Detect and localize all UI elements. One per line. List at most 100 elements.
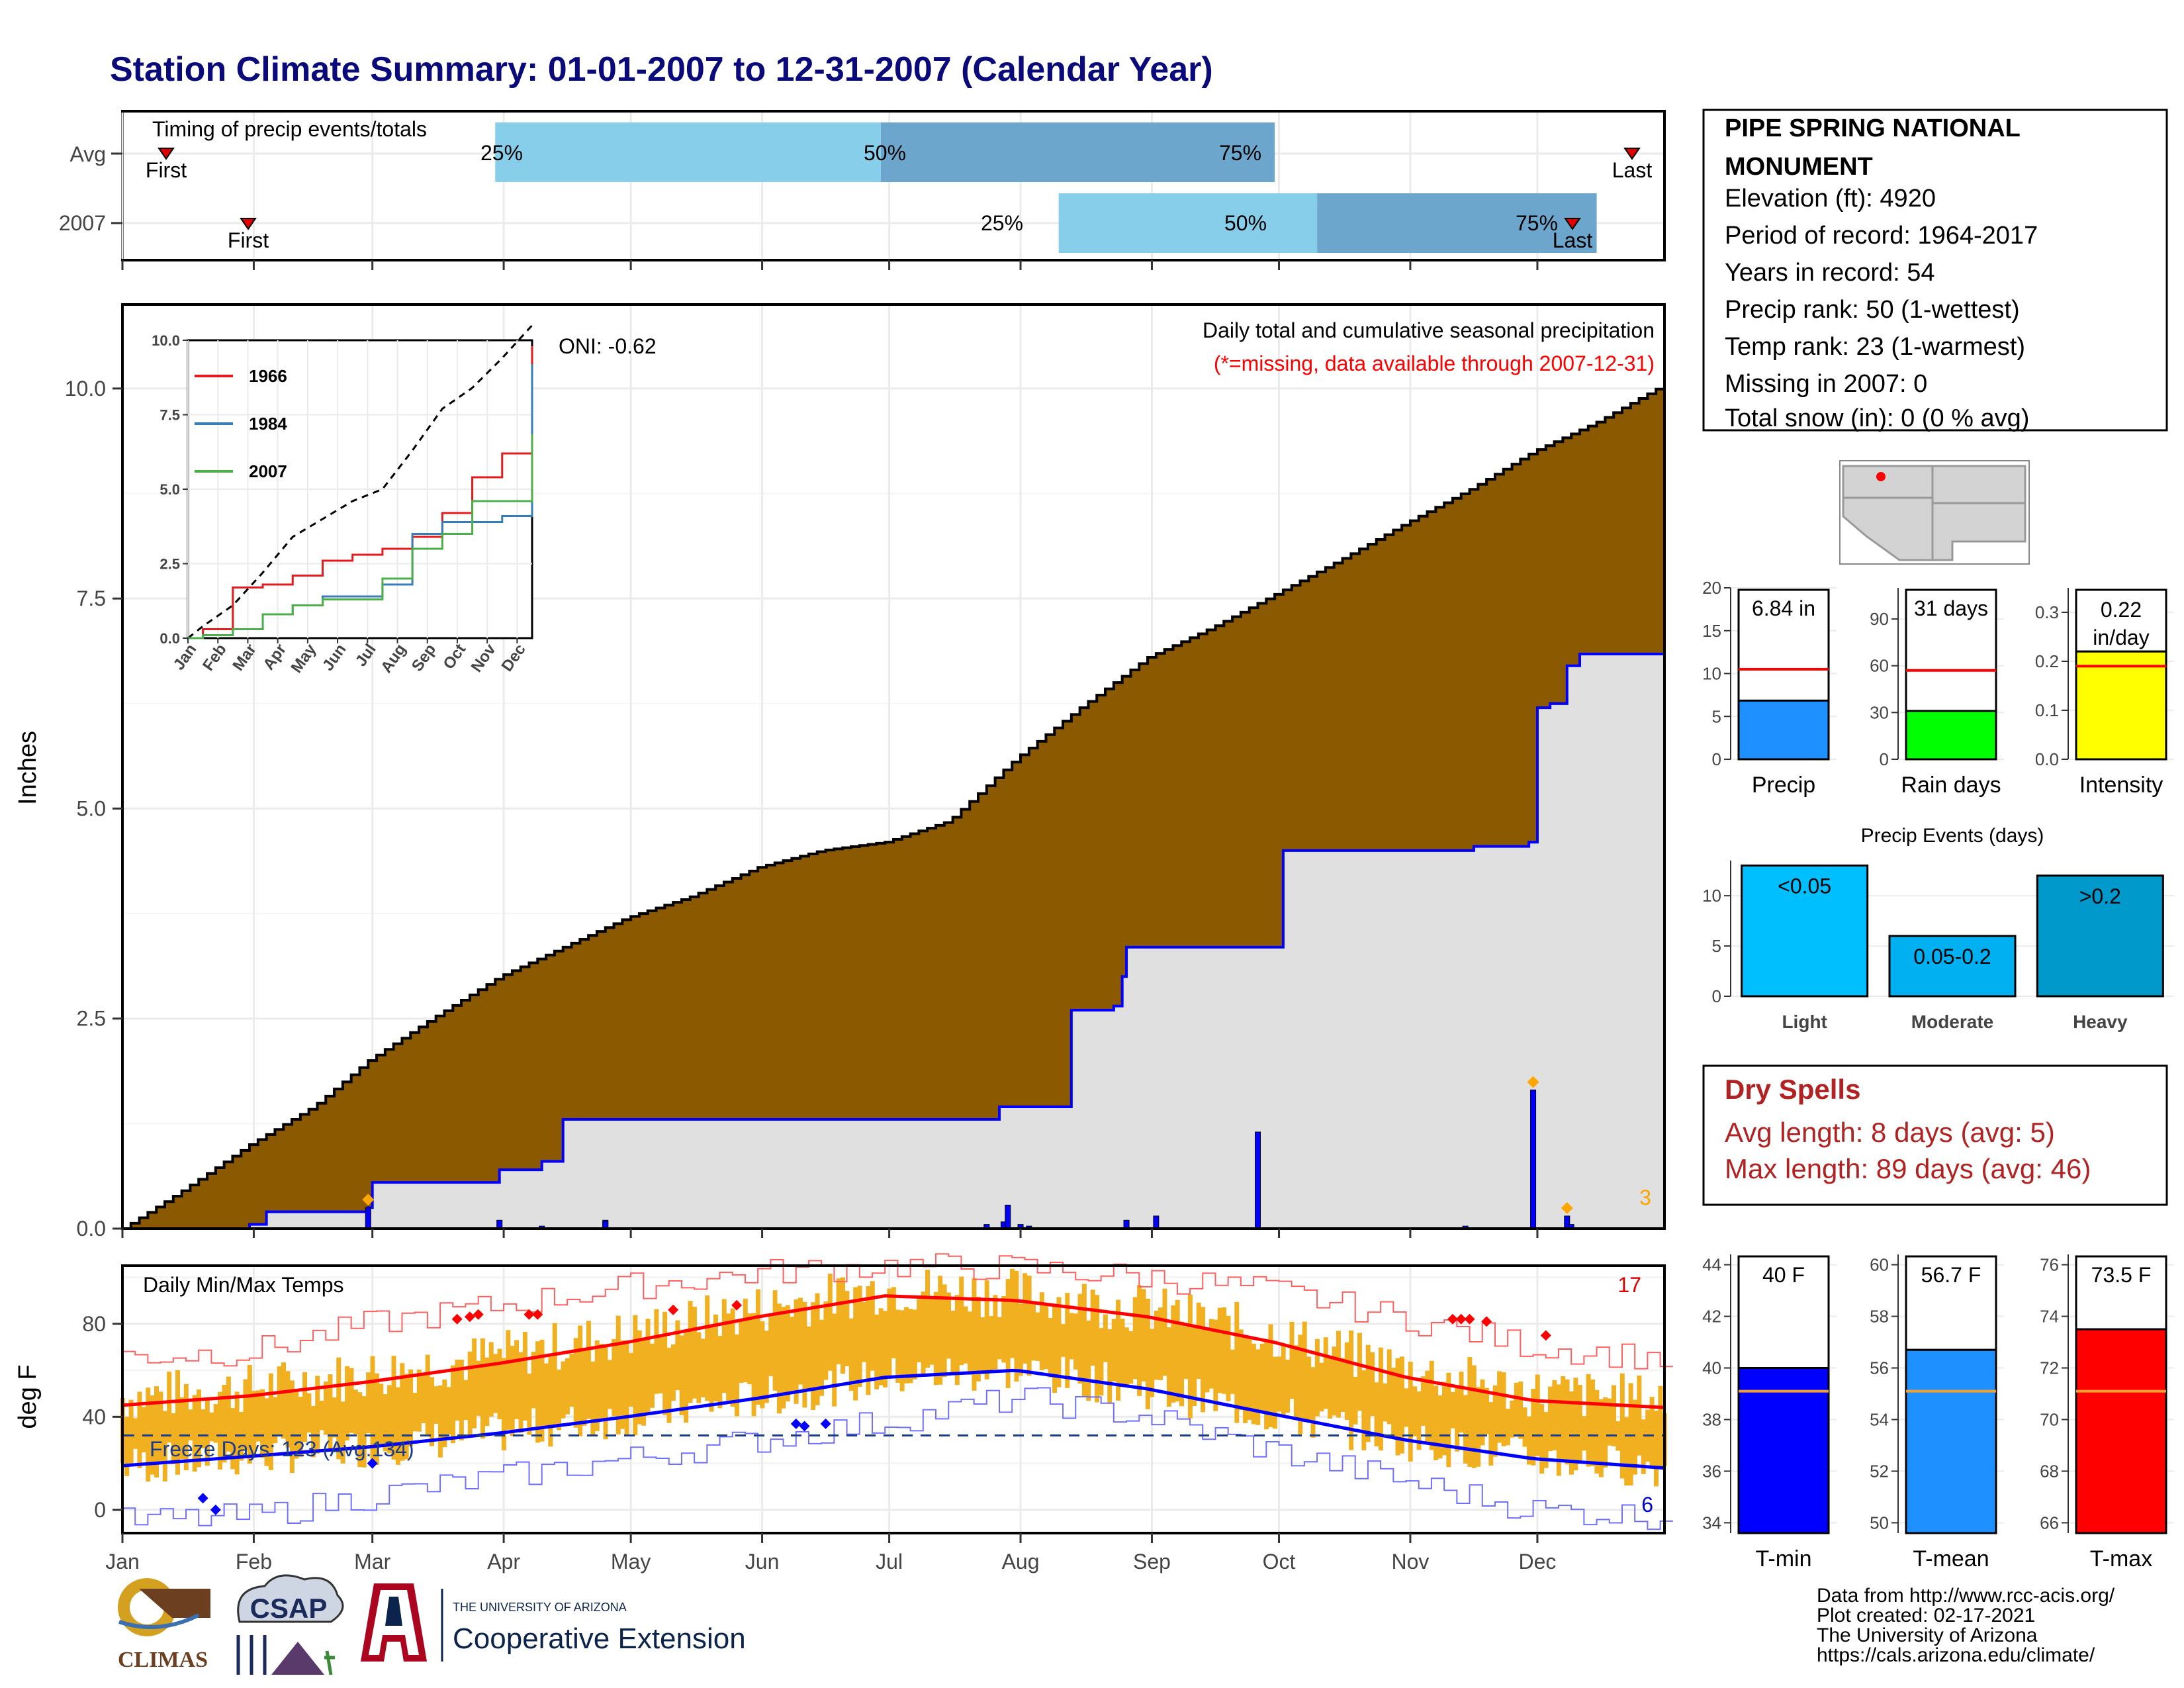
daily-temp-bar	[811, 1302, 816, 1410]
daily-temp-bar	[925, 1270, 931, 1368]
daily-temp-bar	[692, 1306, 697, 1399]
daily-temp-bar	[552, 1323, 557, 1426]
daily-temp-bar	[1582, 1416, 1587, 1451]
record-high-marker	[668, 1304, 679, 1315]
daily-temp-bar	[1357, 1333, 1362, 1411]
bar-ytick-label: 34	[1702, 1513, 1721, 1532]
daily-temp-bar	[455, 1359, 460, 1421]
daily-temp-bar	[1044, 1304, 1049, 1370]
daily-temp-bar	[781, 1307, 786, 1409]
daily-temp-bar	[1467, 1357, 1473, 1467]
daily-temp-bar	[840, 1277, 845, 1374]
2007-cumulative-line	[122, 652, 1664, 1230]
daily-temp-bar	[747, 1313, 752, 1385]
bar-outline	[1905, 588, 1997, 712]
daily-temp-bar	[1586, 1374, 1591, 1467]
intensity-bar-chart: 0.0 0.1 0.2 0.3 0.22 in/day Intensity	[2035, 588, 2174, 798]
daily-temp-bar	[764, 1331, 769, 1403]
events-ytick-label: 5	[1712, 936, 1721, 956]
events-ytick-label: 10	[1702, 886, 1721, 906]
daily-temp-bar	[472, 1338, 477, 1429]
daily-temp-bar	[379, 1383, 384, 1446]
oni-label: ONI: -0.62	[559, 334, 657, 358]
daily-temp-bar	[1569, 1391, 1574, 1475]
csap-logo-text: CSAP	[250, 1593, 328, 1624]
daily-temp-bar	[739, 1319, 744, 1383]
daily-temp-bar	[1573, 1378, 1578, 1471]
daily-temp-bar	[133, 1418, 138, 1449]
daily-temp-bar	[1488, 1402, 1494, 1466]
daily-temp-bar	[370, 1356, 375, 1462]
daily-temp-bar	[1158, 1307, 1163, 1380]
daily-temp-bar	[1306, 1356, 1312, 1422]
daily-temp-bar	[726, 1313, 731, 1401]
cold-day-count: 6	[1641, 1493, 1653, 1517]
csap-logo: CSAP	[236, 1574, 344, 1675]
daily-temp-bar	[688, 1301, 693, 1403]
month-tick-label: May	[611, 1550, 651, 1573]
daily-temp-bar	[1264, 1341, 1269, 1430]
bar-ytick-label: 0.0	[2035, 749, 2059, 769]
daily-temp-bar	[904, 1307, 909, 1383]
daily-temp-bar	[1383, 1383, 1388, 1422]
daily-temp-bar	[785, 1305, 790, 1401]
daily-temp-bar	[531, 1352, 536, 1409]
temp-ytick-label: 80	[82, 1312, 106, 1336]
bar-ytick-label: 0.2	[2035, 651, 2059, 671]
daily-temp-bar	[1607, 1398, 1612, 1446]
bar-ytick-label: 20	[1702, 578, 1721, 598]
precip-panel: 0.0 2.5 5.0 7.5 10.0 Inches Daily total and …	[14, 303, 1666, 1241]
daily-temp-bar	[1654, 1411, 1659, 1487]
timing-row-avg: Avg	[69, 142, 106, 166]
bar-value	[1905, 1348, 1997, 1534]
daily-temp-bar	[1323, 1337, 1328, 1409]
daily-temp-bar	[594, 1340, 600, 1431]
inset-series-average	[187, 324, 533, 639]
record-low-marker	[790, 1418, 801, 1429]
daily-temp-bar	[480, 1338, 485, 1438]
daily-temp-bar	[1001, 1295, 1007, 1363]
station-missing: Missing in 2007: 0	[1725, 370, 1927, 398]
bar-value-label: 0.22	[2101, 598, 2142, 622]
daily-temp-bar	[1120, 1318, 1125, 1387]
daily-temp-bar	[1289, 1321, 1295, 1399]
bar-ytick-label: 68	[2040, 1461, 2059, 1481]
daily-temp-bar	[624, 1340, 629, 1436]
extreme-precip-marker	[362, 1194, 375, 1206]
daily-temp-bar	[209, 1412, 214, 1442]
daily-temp-bar	[573, 1338, 578, 1428]
station-temp-rank: Temp rank: 23 (1-warmest)	[1725, 333, 2025, 361]
daily-temp-bar	[658, 1334, 663, 1393]
map-state-shapes	[1842, 465, 2026, 561]
daily-temp-bar	[921, 1291, 926, 1375]
daily-temp-bar	[289, 1380, 295, 1474]
2007-precip-25-50-bar	[1058, 193, 1318, 253]
daily-temp-bar	[848, 1318, 854, 1391]
climas-logo-text: CLIMAS	[118, 1648, 208, 1672]
daily-temp-bar	[192, 1395, 197, 1472]
daily-temp-bar	[336, 1357, 341, 1460]
daily-temp-bar	[1141, 1289, 1146, 1382]
record-low-marker	[820, 1418, 831, 1429]
events-bar-label: <0.05	[1778, 874, 1831, 898]
daily-temp-bar	[569, 1354, 574, 1407]
daily-temp-bar	[751, 1313, 756, 1417]
daily-temp-bar	[319, 1401, 324, 1430]
bar-value-label: 56.7 F	[1921, 1263, 1981, 1287]
summary-bar-charts: 0 5 10 15 20 6.84 in Precip 0 30 60 90 31 days Rain …	[1702, 578, 2174, 798]
ua-small-text: THE UNIVERSITY OF ARIZONA	[453, 1601, 627, 1614]
daily-temp-bar	[912, 1309, 917, 1380]
climas-logo: CLIMAS	[118, 1578, 210, 1672]
daily-temp-bar	[484, 1357, 490, 1427]
bar-ytick-label: 66	[2040, 1513, 2059, 1532]
daily-temp-bar	[1234, 1301, 1240, 1423]
daily-temp-bar	[1268, 1324, 1273, 1427]
bar-ytick-label: 0.1	[2035, 700, 2059, 720]
bar-category-label: Intensity	[2079, 773, 2163, 798]
daily-temp-bar	[493, 1354, 498, 1413]
daily-temp-bar	[1433, 1385, 1439, 1460]
daily-temp-bar	[315, 1376, 320, 1454]
daily-temp-bar	[823, 1301, 829, 1380]
daily-temp-bar	[582, 1349, 587, 1426]
